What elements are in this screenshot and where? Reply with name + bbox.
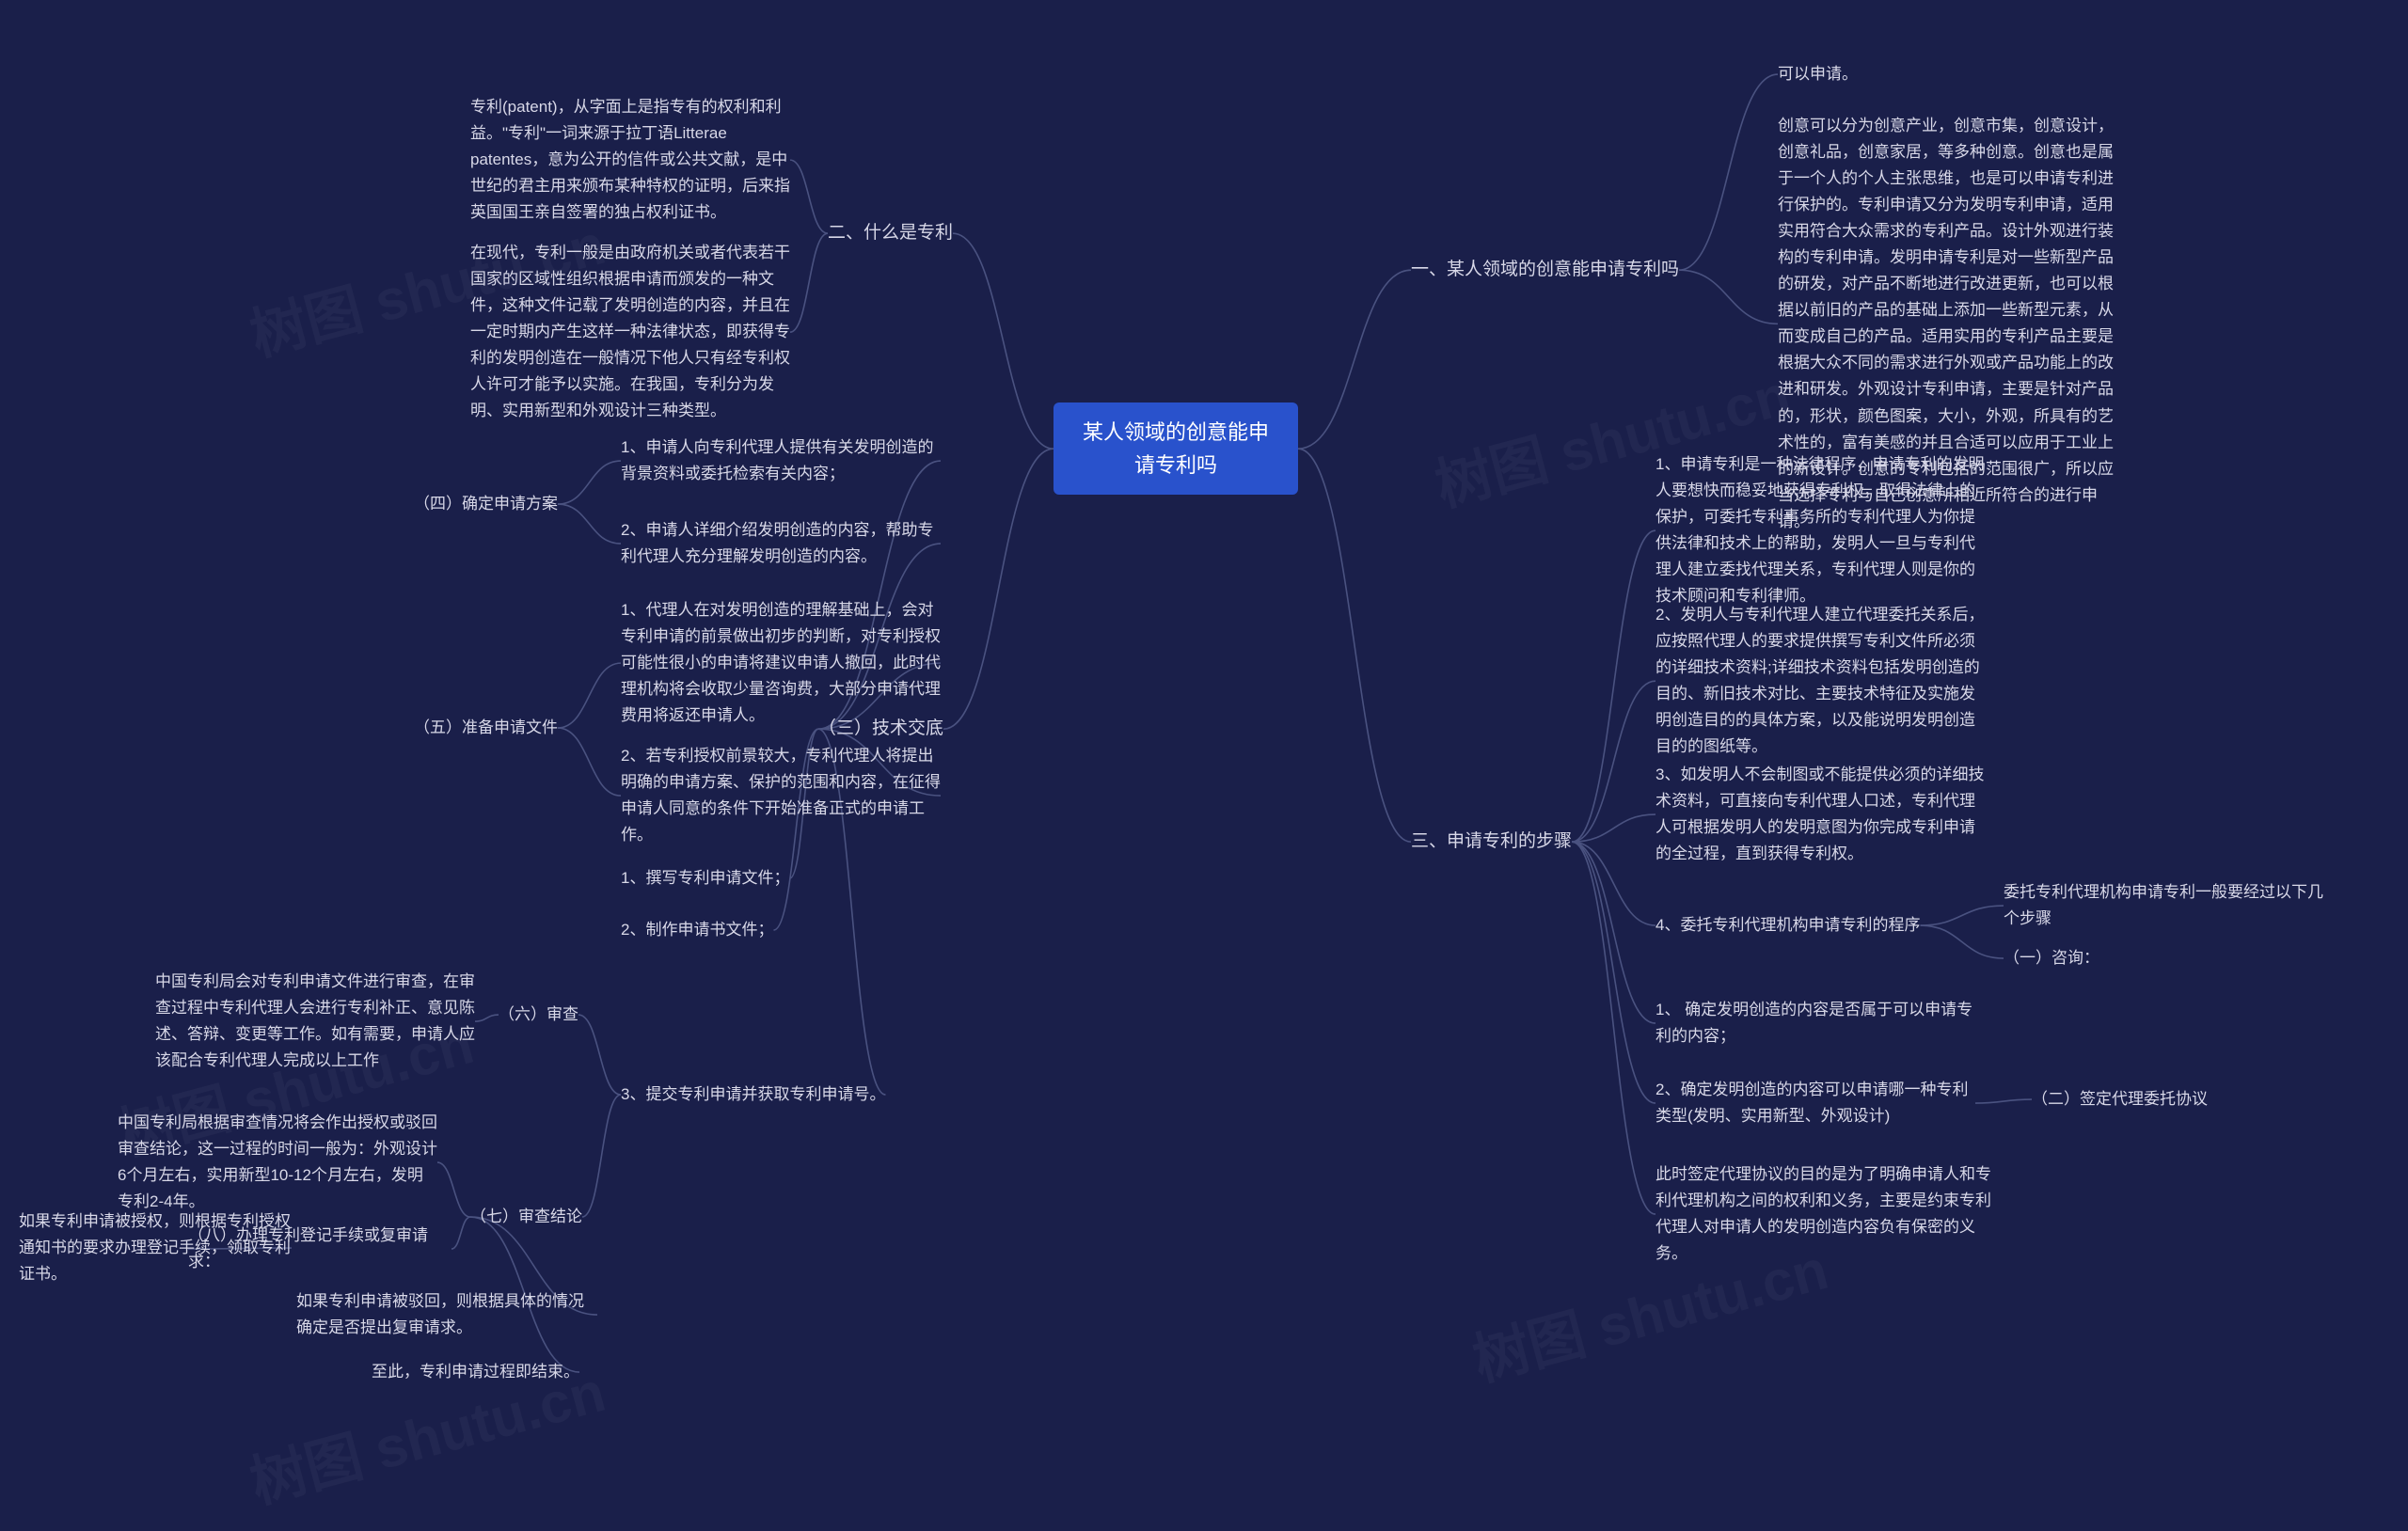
branch-3-leaf-1: 1、申请专利是一种法律程序，申请专利的发明人要想快而稳妥地获得专利权，取得法律上… <box>1656 451 1985 609</box>
sub5-label: （五）准备申请文件 <box>414 715 558 741</box>
branch-3-sub4-s2-label: （二）签定代理委托协议 <box>2032 1086 2208 1113</box>
branch-3-leaf-2: 2、发明人与专利代理人建立代理委托关系后，应按照代理人的要求提供撰写专利文件所必… <box>1656 602 1985 760</box>
sub7-label: （七）审查结论 <box>470 1204 582 1230</box>
sub8-leaf3: 至此，专利申请过程即结束。 <box>372 1359 579 1385</box>
sub4-leaf1: 1、申请人向专利代理人提供有关发明创造的背景资料或委托检索有关内容； <box>621 434 941 487</box>
branch-2-label: 二、什么是专利 <box>828 219 953 247</box>
branch-1-label: 一、某人领域的创意能申请专利吗 <box>1411 256 1679 284</box>
branch-3-leaf-3: 3、如发明人不会制图或不能提供必须的详细技术资料，可直接向专利代理人口述，专利代… <box>1656 762 1985 867</box>
sub6-label: （六）审查 <box>499 1002 578 1028</box>
sub7-text: 中国专利局根据审查情况将会作出授权或驳回审查结论，这一过程的时间一般为：外观设计… <box>118 1110 437 1215</box>
branch-3-sub4-b: （一）咨询： <box>2004 945 2099 971</box>
sub4-leaf2: 2、申请人详细介绍发明创造的内容，帮助专利代理人充分理解发明创造的内容。 <box>621 517 941 570</box>
branch-3-sub4-a: 委托专利代理机构申请专利一般要经过以下几个步骤 <box>2004 879 2323 932</box>
sub8-leaf1: 如果专利申请被授权，则根据专利授权通知书的要求办理登记手续，领取专利证书。 <box>19 1208 292 1287</box>
tech-c1: 1、撰写专利申请文件； <box>621 865 789 892</box>
sub5-leaf2: 2、若专利授权前景较大，专利代理人将提出明确的申请方案、保护的范围和内容，在征得… <box>621 743 941 848</box>
branch-3-sub4-s2: 2、确定发明创造的内容可以申请哪一种专利类型(发明、实用新型、外观设计) <box>1656 1077 1975 1129</box>
branch-3-label: 三、申请专利的步骤 <box>1411 828 1572 856</box>
branch-3-sub4-s1: 1、 确定发明创造的内容是否属于可以申请专利的内容； <box>1656 997 1975 1050</box>
branch-1-leaf-1: 可以申请。 <box>1778 61 1858 87</box>
sub6-text: 中国专利局会对专利申请文件进行审查，在审查过程中专利代理人会进行专利补正、意见陈… <box>155 969 475 1074</box>
tech-c3-label: 3、提交专利申请并获取专利申请号。 <box>621 1081 885 1108</box>
sub8-leaf2: 如果专利申请被驳回，则根据具体的情况确定是否提出复审请求。 <box>296 1288 597 1341</box>
branch-2-leaf-2: 在现代，专利一般是由政府机关或者代表若干国家的区域性组织根据申请而颁发的一种文件… <box>470 240 790 424</box>
branch-3-sub4-label: 4、委托专利代理机构申请专利的程序 <box>1656 912 1920 939</box>
tech-c2: 2、制作申请书文件； <box>621 917 773 943</box>
sub4-label: （四）确定申请方案 <box>414 491 558 517</box>
root-node: 某人领域的创意能申请专利吗 <box>1054 402 1298 495</box>
branch-2-leaf-1: 专利(patent)，从字面上是指专有的权利和利益。"专利"一词来源于拉丁语Li… <box>470 94 790 226</box>
sub5-leaf1: 1、代理人在对发明创造的理解基础上，会对专利申请的前景做出初步的判断，对专利授权… <box>621 597 941 729</box>
branch-3-sub4-s3: 此时签定代理协议的目的是为了明确申请人和专利代理机构之间的权利和义务，主要是约束… <box>1656 1161 1994 1267</box>
